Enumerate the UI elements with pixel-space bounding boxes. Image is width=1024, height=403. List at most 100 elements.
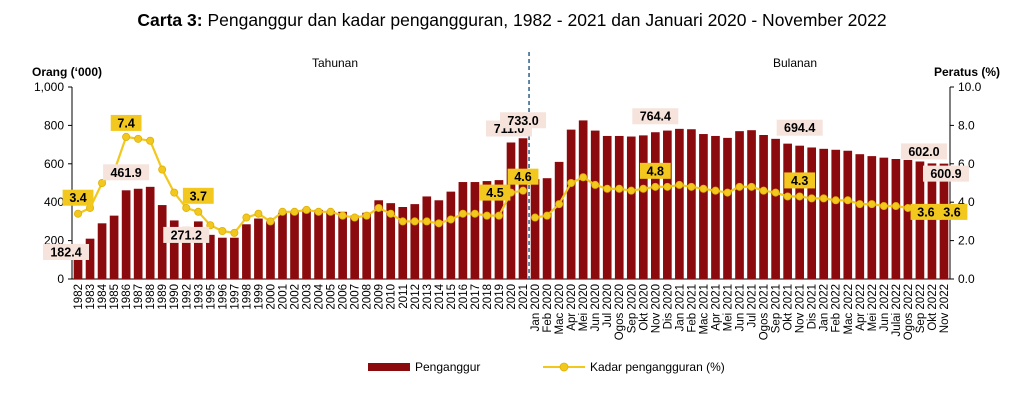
x-tick-label: 2021 bbox=[518, 284, 530, 310]
bar bbox=[867, 156, 877, 279]
rate-point bbox=[687, 182, 696, 191]
rate-point bbox=[458, 209, 467, 218]
bar-value-label: 733.0 bbox=[507, 114, 538, 128]
bar bbox=[314, 209, 323, 279]
legend-line-marker bbox=[559, 362, 569, 372]
bar bbox=[73, 243, 83, 279]
rate-value-label: 7.4 bbox=[117, 116, 134, 130]
x-tick-label: Mac 2020 bbox=[554, 284, 566, 335]
x-tick-label: Feb 2021 bbox=[686, 284, 698, 333]
rate-point bbox=[903, 203, 912, 212]
bar bbox=[626, 136, 636, 279]
bar-series bbox=[73, 120, 949, 280]
x-tick-label: Jan 2021 bbox=[674, 284, 686, 331]
rate-value-label: 4.8 bbox=[647, 164, 664, 178]
y-tick-label-left: 800 bbox=[44, 118, 64, 132]
x-tick-label: Sep 2021 bbox=[771, 284, 783, 333]
rate-point bbox=[891, 202, 900, 211]
x-tick-label: Mac 2021 bbox=[698, 284, 710, 335]
y-tick-label-left: 400 bbox=[44, 195, 64, 209]
x-tick-label: 2005 bbox=[326, 284, 338, 310]
x-tick-label: 2004 bbox=[314, 283, 326, 309]
bar bbox=[843, 150, 853, 279]
bar bbox=[278, 212, 287, 279]
y-axis-title-left: Orang (‘000) bbox=[32, 65, 102, 79]
bar bbox=[145, 186, 155, 279]
x-tick-label: 2020 bbox=[506, 284, 518, 310]
x-tick-label: Jul 2021 bbox=[747, 284, 759, 327]
x-tick-label: 1985 bbox=[109, 284, 121, 310]
x-tick-label: 2019 bbox=[494, 284, 506, 310]
bar bbox=[590, 130, 600, 279]
x-tick-label: 2007 bbox=[350, 284, 362, 310]
x-tick-label: Ogos 2022 bbox=[903, 284, 915, 340]
rate-value-label: 3.7 bbox=[190, 189, 207, 203]
x-tick-label: Feb 2020 bbox=[542, 284, 554, 333]
bar-value-label-bg bbox=[632, 108, 679, 125]
rate-point bbox=[867, 200, 876, 209]
x-tick-label: 2010 bbox=[386, 284, 398, 310]
bar bbox=[783, 143, 792, 279]
x-tick-label: 1989 bbox=[157, 284, 169, 310]
rate-point bbox=[290, 207, 299, 216]
bar bbox=[193, 221, 203, 279]
rate-point bbox=[879, 202, 888, 211]
bar-value-label-bg bbox=[776, 119, 823, 136]
rate-point bbox=[326, 207, 335, 216]
bar bbox=[915, 161, 925, 279]
bar bbox=[97, 223, 107, 279]
rate-point bbox=[627, 186, 636, 195]
rate-point bbox=[386, 209, 395, 218]
bar bbox=[85, 238, 95, 279]
bar bbox=[711, 135, 720, 279]
bar-value-label: 271.2 bbox=[171, 228, 202, 242]
x-tick-label: 1987 bbox=[133, 284, 145, 310]
bar bbox=[554, 161, 564, 279]
x-tick-label: 2009 bbox=[374, 284, 386, 310]
rate-value-label: 3.6 bbox=[917, 205, 934, 219]
x-tick-label: 2008 bbox=[362, 284, 374, 310]
bar-value-label: 461.9 bbox=[110, 166, 141, 180]
x-tick-label: 2011 bbox=[398, 284, 410, 309]
rate-value-label: 3.4 bbox=[69, 191, 86, 205]
rate-point bbox=[314, 207, 323, 216]
rate-point bbox=[855, 200, 864, 209]
rate-point bbox=[807, 194, 816, 203]
rate-value-label-bg bbox=[507, 168, 539, 185]
bar bbox=[109, 215, 119, 279]
rate-value-label-bg bbox=[784, 172, 816, 189]
bar bbox=[326, 210, 335, 279]
bar bbox=[795, 145, 804, 279]
rate-point bbox=[434, 219, 443, 228]
legend: Penganggur Kadar pengangguran (%) bbox=[368, 360, 725, 374]
bar bbox=[169, 220, 179, 279]
bar bbox=[422, 196, 432, 279]
rate-point bbox=[218, 226, 227, 235]
bar bbox=[254, 218, 263, 279]
rate-point bbox=[122, 132, 131, 141]
rate-value-label: 3.6 bbox=[943, 205, 960, 219]
rate-value-label: 4.6 bbox=[514, 170, 531, 184]
bar bbox=[687, 129, 696, 279]
x-tick-label: 1995 bbox=[205, 284, 217, 310]
rate-value-label-bg bbox=[639, 162, 671, 179]
bar-value-label-bg bbox=[163, 226, 210, 243]
rate-series bbox=[74, 132, 948, 237]
rate-point bbox=[795, 192, 804, 201]
bar bbox=[398, 207, 408, 279]
rate-point bbox=[567, 178, 576, 187]
x-tick-label: 2015 bbox=[446, 284, 458, 310]
bar bbox=[434, 200, 444, 279]
x-tick-label: 1999 bbox=[253, 284, 265, 310]
rate-value-label-bg bbox=[479, 184, 511, 201]
y-axis-title-right: Peratus (%) bbox=[934, 65, 1000, 79]
x-tick-label: 2001 bbox=[278, 284, 290, 310]
rate-point bbox=[639, 184, 648, 193]
x-tick-label: Dis 2020 bbox=[662, 284, 674, 329]
x-tick-label: Nov 2022 bbox=[939, 284, 951, 333]
x-tick-label: Mei 2020 bbox=[578, 284, 590, 331]
x-tick-label: Okt 2022 bbox=[927, 284, 939, 331]
bar-value-label-bg bbox=[500, 112, 547, 129]
bar bbox=[699, 134, 708, 279]
